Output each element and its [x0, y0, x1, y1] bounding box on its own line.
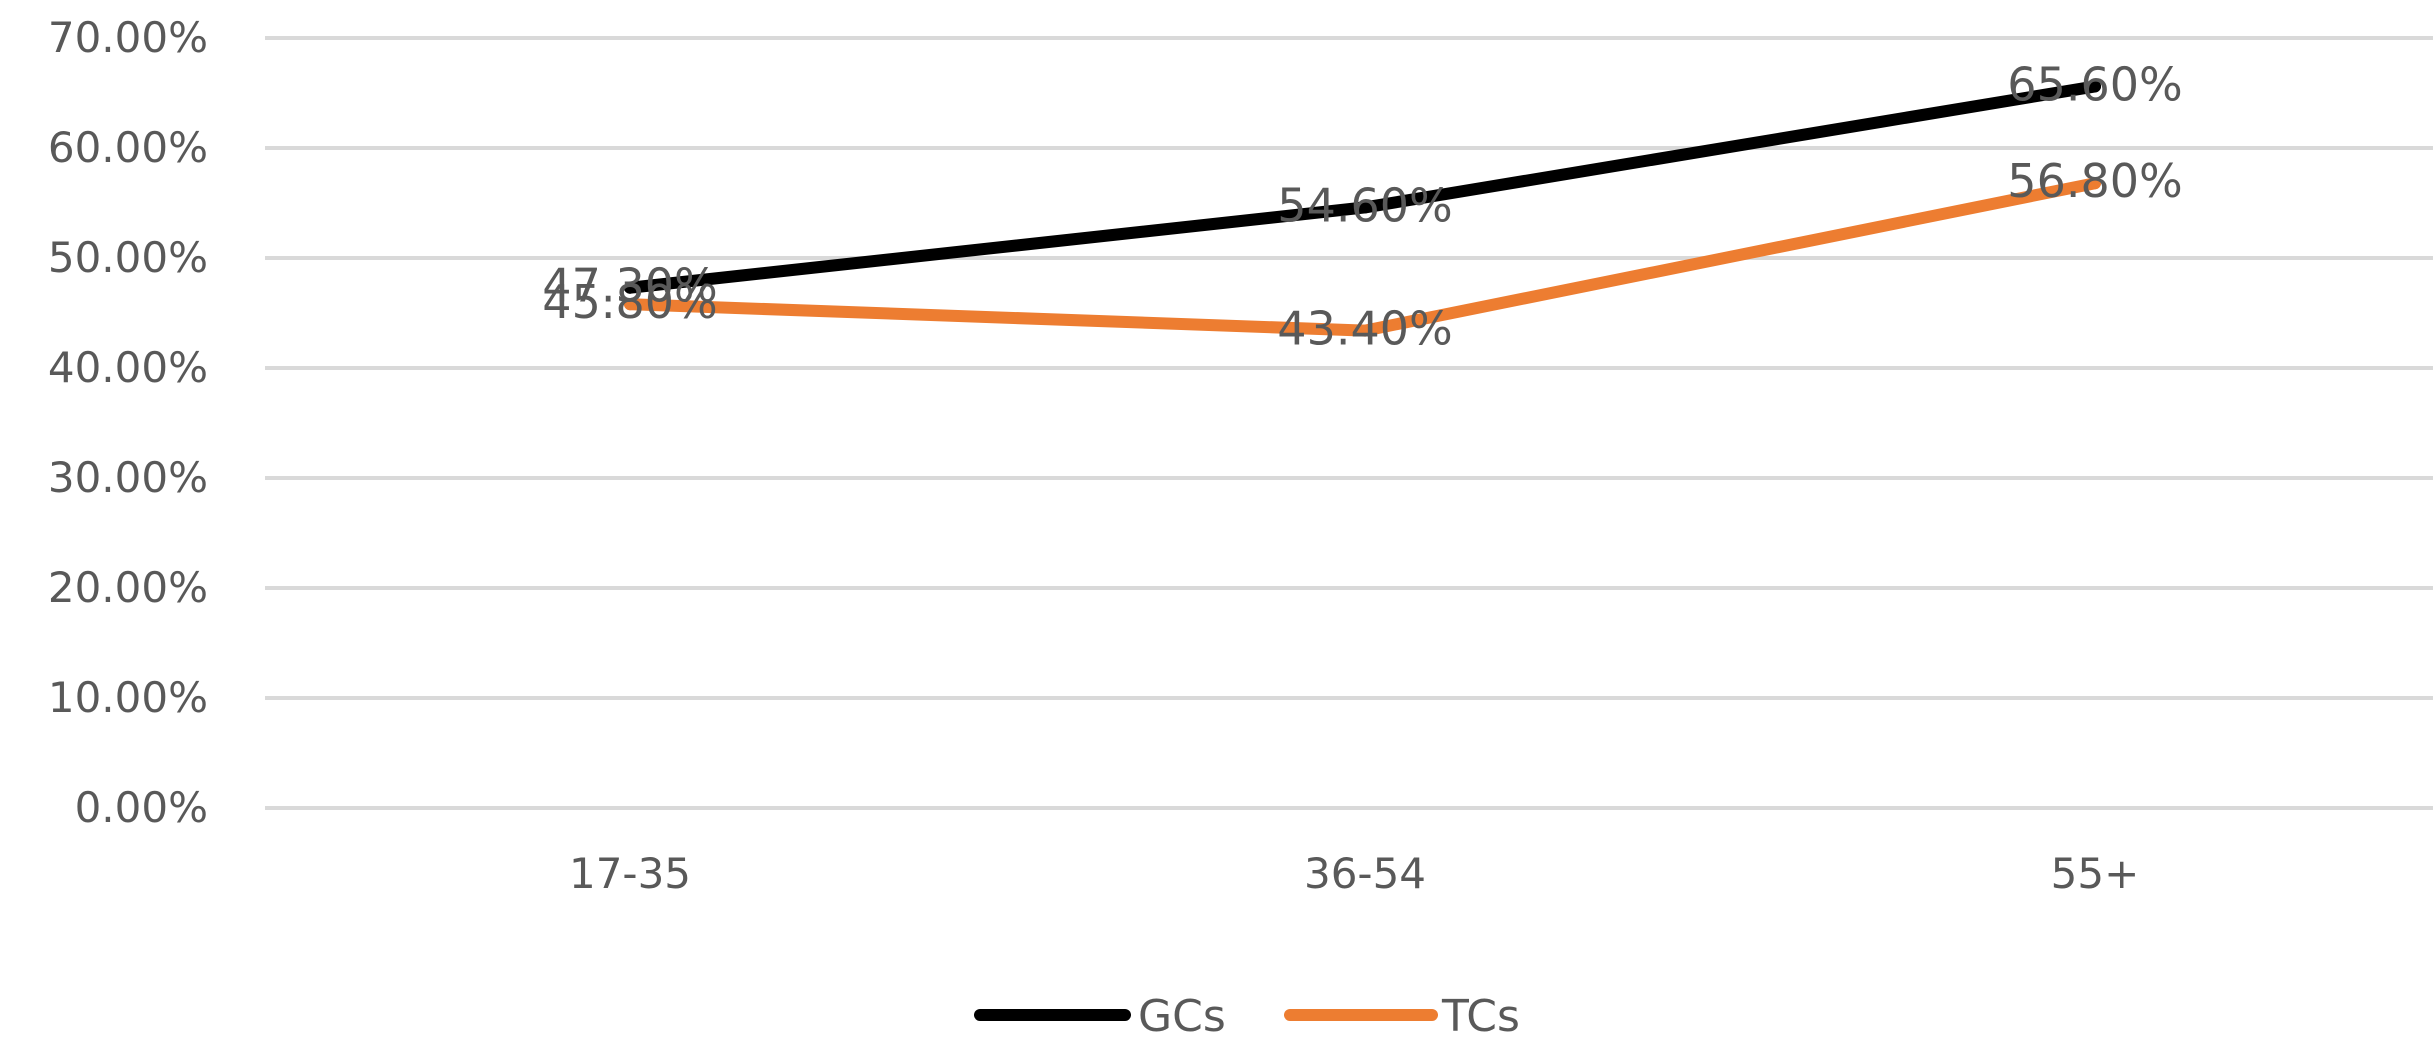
- data-point: [624, 298, 636, 311]
- y-tick-label: 10.00%: [48, 673, 208, 722]
- y-tick-label: 60.00%: [48, 123, 208, 172]
- gridlines: [265, 36, 2433, 810]
- data-labels: 47.30% 54.60% 65.60% 45.80% 43.40% 56.80%: [542, 57, 2182, 355]
- legend-item-tcs[interactable]: TCs: [1284, 991, 1520, 1037]
- y-axis: 0.00% 10.00% 20.00% 30.00% 40.00% 50.00% 60.00…: [48, 13, 208, 832]
- data-point: [1359, 201, 1371, 214]
- data-label: 47.30%: [542, 259, 717, 313]
- x-tick-label: 36-54: [1304, 849, 1426, 898]
- legend[interactable]: GCs TCs: [974, 991, 1520, 1037]
- x-tick-label: 55+: [2051, 849, 2140, 898]
- plot-area: [624, 80, 2101, 337]
- data-point: [624, 281, 636, 294]
- data-point: [2089, 177, 2101, 190]
- legend-label: TCs: [1441, 991, 1520, 1037]
- data-label: 56.80%: [2007, 154, 2182, 208]
- data-label: 65.60%: [2007, 57, 2182, 111]
- x-tick-label: 17-35: [569, 849, 691, 898]
- y-tick-label: 20.00%: [48, 563, 208, 612]
- data-label: 45.80%: [542, 275, 717, 329]
- y-tick-label: 50.00%: [48, 233, 208, 282]
- legend-label: GCs: [1138, 991, 1226, 1037]
- data-point: [2089, 80, 2101, 93]
- x-axis: 17-35 36-54 55+: [569, 849, 2139, 898]
- data-label: 54.60%: [1277, 178, 1452, 232]
- data-point: [1359, 324, 1371, 337]
- y-tick-label: 0.00%: [75, 783, 208, 832]
- y-tick-label: 40.00%: [48, 343, 208, 392]
- y-tick-label: 70.00%: [48, 13, 208, 62]
- y-tick-label: 30.00%: [48, 453, 208, 502]
- data-label: 43.40%: [1277, 302, 1452, 356]
- legend-item-gcs[interactable]: GCs: [974, 991, 1226, 1037]
